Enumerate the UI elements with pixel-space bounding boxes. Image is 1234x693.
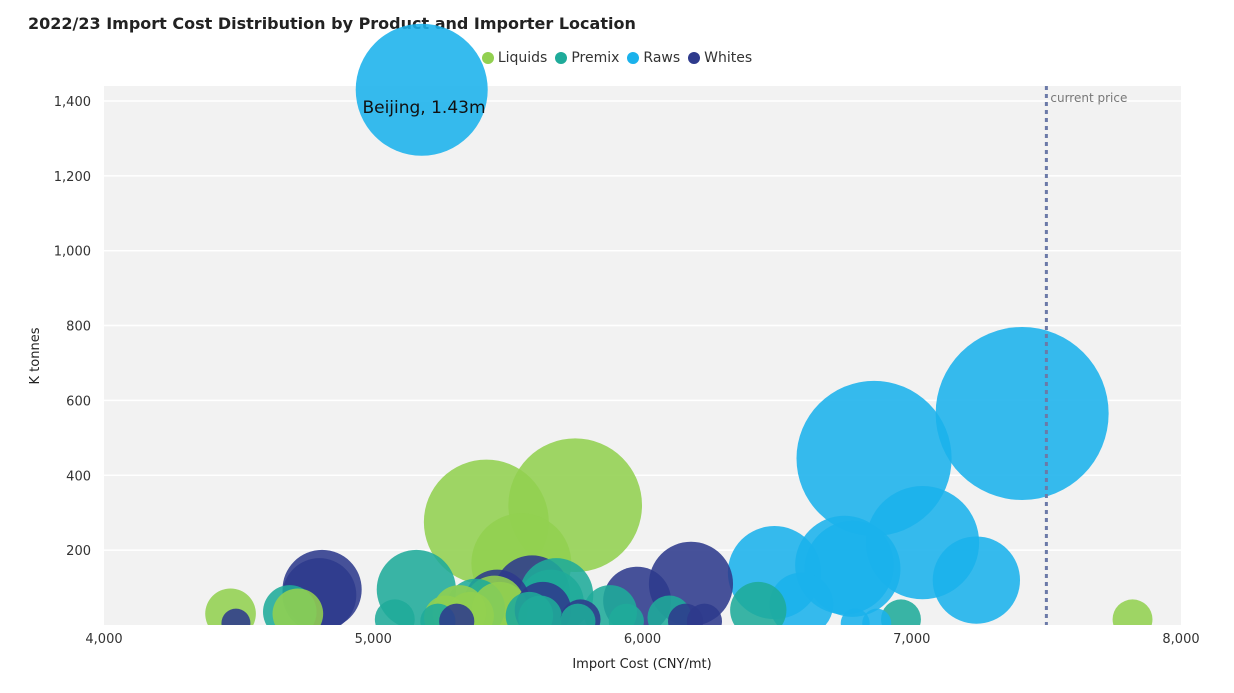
x-tick-label: 7,000 — [893, 632, 930, 647]
bubble-raws[interactable] — [862, 608, 892, 638]
bubble-liquids[interactable] — [1112, 599, 1153, 639]
legend-swatch — [688, 52, 701, 64]
bubble-whites[interactable] — [686, 603, 722, 639]
bubble-premix[interactable] — [730, 581, 787, 638]
current-price-label: current price — [1050, 91, 1127, 105]
legend-item-premix[interactable]: Premix — [555, 50, 619, 66]
x-axis-label: Import Cost (CNY/mt) — [572, 657, 711, 672]
legend-swatch — [481, 52, 494, 64]
bubble-premix[interactable] — [608, 603, 644, 639]
y-axis-label: K tonnes — [28, 327, 43, 384]
bubble-premix[interactable] — [518, 595, 563, 640]
bubble-raws[interactable] — [932, 536, 1021, 624]
x-tick-label: 5,000 — [355, 632, 392, 647]
bubble-premix[interactable] — [881, 599, 921, 639]
legend-label: Premix — [571, 50, 620, 66]
legend-label: Raws — [643, 50, 681, 66]
bubble-whites[interactable] — [439, 603, 475, 639]
legend-label: Liquids — [497, 50, 548, 66]
bubbles — [205, 23, 1153, 640]
bubble-raws[interactable] — [935, 327, 1109, 501]
chart-title: 2022/23 Import Cost Distribution by Prod… — [28, 14, 636, 33]
x-tick-label: 4,000 — [85, 632, 122, 647]
y-tick-label: 200 — [66, 544, 91, 559]
legend-item-raws[interactable]: Raws — [627, 50, 680, 66]
bubble-premix[interactable] — [560, 603, 596, 639]
y-tick-label: 1,400 — [54, 95, 91, 110]
y-tick-label: 600 — [66, 394, 91, 409]
y-tick-label: 800 — [66, 320, 91, 335]
beijing-callout: Beijing, 1.43m — [362, 98, 485, 118]
legend: Liquids Premix Raws Whites — [0, 50, 1234, 66]
bubble-raws[interactable] — [355, 23, 488, 156]
legend-swatch — [555, 52, 568, 64]
y-tick-label: 400 — [66, 469, 91, 484]
legend-item-whites[interactable]: Whites — [688, 50, 752, 66]
x-tick-label: 8,000 — [1162, 632, 1199, 647]
x-tick-label: 6,000 — [624, 632, 661, 647]
y-tick-label: 1,200 — [54, 170, 91, 185]
legend-item-liquids[interactable]: Liquids — [481, 50, 548, 66]
bubble-premix[interactable] — [374, 599, 415, 639]
plot-area: 200 400 600 800 1,000 1,200 1,400 4,000 5,000 6,0… — [54, 23, 1200, 647]
legend-label: Whites — [704, 50, 753, 66]
y-tick-label: 1,000 — [54, 245, 91, 260]
bubble-whites[interactable] — [221, 608, 251, 638]
bubble-liquids[interactable] — [272, 588, 324, 639]
legend-swatch — [627, 52, 640, 64]
